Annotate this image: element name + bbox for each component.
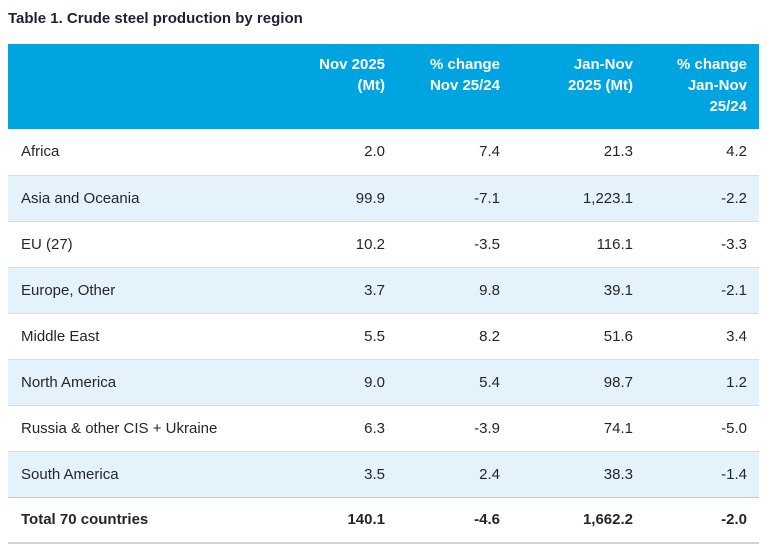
cell-nov-mt: 99.9 [258,175,397,222]
cell-region: Middle East [8,313,258,360]
cell-total-label: Total 70 countries [8,497,258,544]
cell-jan-nov-mt: 98.7 [512,359,645,406]
cell-pct-change-jan-nov: -3.3 [645,221,759,268]
cell-pct-change-jan-nov: -1.4 [645,451,759,498]
table-row-russia-cis-ukraine: Russia & other CIS + Ukraine 6.3 -3.9 74… [8,405,759,452]
crude-steel-production-table: Nov 2025 (Mt) % change Nov 25/24 Jan-Nov… [8,44,759,544]
cell-jan-nov-mt: 38.3 [512,451,645,498]
table-header: Nov 2025 (Mt) % change Nov 25/24 Jan-Nov… [8,44,759,129]
table-title: Table 1. Crude steel production by regio… [8,10,303,27]
cell-pct-change-jan-nov: -5.0 [645,405,759,452]
cell-pct-change-nov: 2.4 [397,451,512,498]
cell-pct-change-nov: -3.9 [397,405,512,452]
cell-total-pct-change-nov: -4.6 [397,497,512,544]
cell-region: North America [8,359,258,406]
cell-pct-change-nov: 7.4 [397,129,512,176]
cell-pct-change-jan-nov: -2.2 [645,175,759,222]
cell-pct-change-jan-nov: 4.2 [645,129,759,176]
cell-nov-mt: 5.5 [258,313,397,360]
cell-region: South America [8,451,258,498]
table-row-south-america: South America 3.5 2.4 38.3 -1.4 [8,451,759,498]
cell-pct-change-nov: -3.5 [397,221,512,268]
cell-total-pct-change-jan-nov: -2.0 [645,497,759,544]
cell-nov-mt: 3.5 [258,451,397,498]
cell-pct-change-jan-nov: -2.1 [645,267,759,314]
col-header-nov-2025-mt: Nov 2025 (Mt) [258,44,397,129]
col-header-region [8,44,258,129]
cell-pct-change-jan-nov: 1.2 [645,359,759,406]
col-header-jan-nov-2025-mt: Jan-Nov 2025 (Mt) [512,44,645,129]
table-row-middle-east: Middle East 5.5 8.2 51.6 3.4 [8,313,759,360]
table-row-asia-and-oceania: Asia and Oceania 99.9 -7.1 1,223.1 -2.2 [8,175,759,222]
cell-jan-nov-mt: 39.1 [512,267,645,314]
table-body: Africa 2.0 7.4 21.3 4.2 Asia and Oceania… [8,129,759,544]
table-row-eu-27: EU (27) 10.2 -3.5 116.1 -3.3 [8,221,759,268]
cell-total-jan-nov-mt: 1,662.2 [512,497,645,544]
cell-jan-nov-mt: 21.3 [512,129,645,176]
cell-jan-nov-mt: 1,223.1 [512,175,645,222]
cell-nov-mt: 6.3 [258,405,397,452]
cell-pct-change-nov: 9.8 [397,267,512,314]
cell-pct-change-jan-nov: 3.4 [645,313,759,360]
cell-nov-mt: 9.0 [258,359,397,406]
col-header-pct-change-jan-nov: % change Jan-Nov 25/24 [645,44,759,129]
cell-jan-nov-mt: 51.6 [512,313,645,360]
cell-total-nov-mt: 140.1 [258,497,397,544]
cell-pct-change-nov: -7.1 [397,175,512,222]
col-header-pct-change-nov: % change Nov 25/24 [397,44,512,129]
cell-pct-change-nov: 5.4 [397,359,512,406]
cell-pct-change-nov: 8.2 [397,313,512,360]
cell-region: EU (27) [8,221,258,268]
table-row-africa: Africa 2.0 7.4 21.3 4.2 [8,129,759,176]
table-row-north-america: North America 9.0 5.4 98.7 1.2 [8,359,759,406]
cell-nov-mt: 3.7 [258,267,397,314]
cell-region: Africa [8,129,258,176]
cell-jan-nov-mt: 74.1 [512,405,645,452]
cell-region: Europe, Other [8,267,258,314]
table-row-total: Total 70 countries 140.1 -4.6 1,662.2 -2… [8,497,759,544]
cell-nov-mt: 10.2 [258,221,397,268]
cell-region: Russia & other CIS + Ukraine [8,405,258,452]
cell-region: Asia and Oceania [8,175,258,222]
cell-nov-mt: 2.0 [258,129,397,176]
table-row-europe-other: Europe, Other 3.7 9.8 39.1 -2.1 [8,267,759,314]
header-row: Nov 2025 (Mt) % change Nov 25/24 Jan-Nov… [8,44,759,129]
cell-jan-nov-mt: 116.1 [512,221,645,268]
